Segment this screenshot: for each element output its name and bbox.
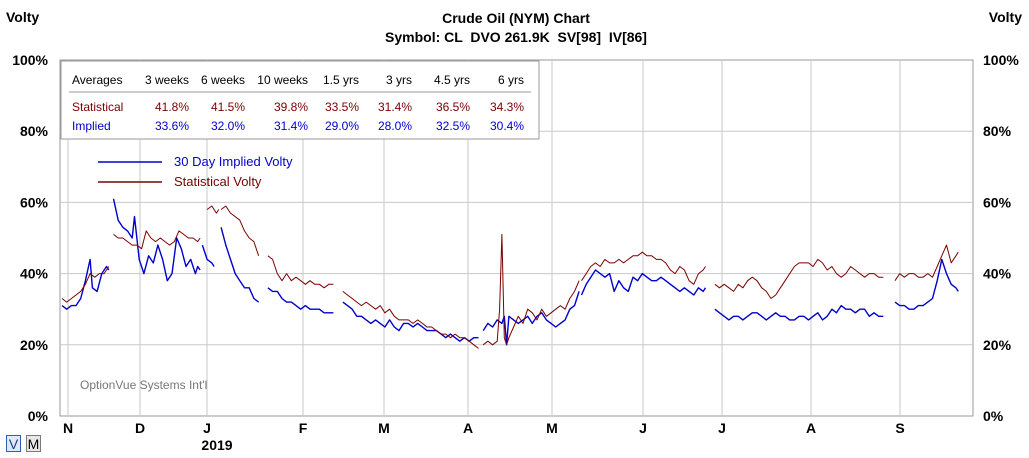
table-value-cell: 34.3% [490,100,524,114]
averages-table-box [60,60,540,140]
series-line-segment [112,198,201,282]
series-statistical-volty [61,205,959,349]
series-implied-volty [61,198,959,346]
series-line-segment [61,258,110,310]
table-value-cell: 36.5% [436,100,470,114]
y-tick-label-left: 40% [20,266,49,282]
x-tick-label: N [63,420,73,436]
table-row-label: Implied [72,119,111,133]
y-tick-label-left: 0% [28,408,49,424]
left-axis-label: Volty [6,9,39,25]
x-tick-label: J [639,420,647,436]
table-value-cell: 33.5% [325,100,359,114]
table-row-label: Statistical [72,100,123,114]
averages-table-cells: Averages 3 weeks 6 weeks 10 weeks 1.5 yrs 3 y… [72,73,524,133]
volatility-view-button[interactable]: V [6,435,21,452]
x-tick-label: J [203,420,211,436]
table-value-cell: 33.6% [155,119,189,133]
y-tick-label-right: 60% [983,194,1012,210]
table-header-cell: 6 weeks [201,73,245,87]
series-line-segment [220,227,260,303]
chart-subtitle: Symbol: CL DVO 261.9K SV[98] IV[86] [385,29,647,45]
x-tick-label: J [718,420,726,436]
series-line-segment [113,230,201,250]
x-tick-label: M [546,420,558,436]
y-tick-label-right: 100% [983,52,1019,68]
table-header-cell: Averages [72,73,122,87]
y-tick-label-left: 80% [20,123,49,139]
x-tick-label: F [299,420,308,436]
table-value-cell: 32.5% [436,119,470,133]
table-value-cell: 29.0% [325,119,359,133]
series-line-segment [714,304,884,321]
table-value-cell: 41.8% [155,100,189,114]
right-axis-label: Volty [989,9,1022,25]
legend-label-statistical: Statistical Volty [174,174,262,189]
table-header-cell: 6 yrs [498,73,524,87]
series-line-segment [61,266,110,303]
table-header-cell: 3 weeks [145,73,189,87]
series-line-segment [342,291,479,349]
table-value-cell: 41.5% [211,100,245,114]
table-value-cell: 31.4% [378,100,412,114]
legend: 30 Day Implied Volty Statistical Volty [98,154,293,189]
x-tick-label: A [806,420,816,436]
y-tick-label-left: 60% [20,194,49,210]
y-axis-left: 0% 20% 40% 60% 80% 100% [12,52,48,424]
chart-title: Crude Oil (NYM) Chart [442,10,590,26]
x-axis: N D J F M A M J J A S 2019 [63,420,905,453]
table-value-cell: 32.0% [211,119,245,133]
series-line-segment [580,269,707,296]
legend-label-implied: 30 Day Implied Volty [174,154,293,169]
x-year-label: 2019 [201,437,232,453]
x-tick-label: S [895,420,904,436]
watermark: OptionVue Systems Int'l [80,378,207,392]
series-line-segment [220,205,260,256]
series-line-segment [267,255,334,289]
y-tick-label-left: 20% [20,337,49,353]
table-header-cell: 10 weeks [257,73,308,87]
series-line-segment [894,244,959,281]
table-value-cell: 28.0% [378,119,412,133]
x-tick-label: M [378,420,390,436]
y-tick-label-right: 0% [983,408,1004,424]
series-line-segment [581,251,706,285]
series-line-segment [714,258,884,299]
table-header-cell: 3 yrs [386,73,412,87]
series-line-segment [482,291,580,346]
y-tick-label-right: 20% [983,337,1012,353]
y-tick-label-right: 80% [983,123,1012,139]
series-line-segment [482,233,580,346]
table-header-cell: 1.5 yrs [323,73,359,87]
y-tick-label-right: 40% [983,266,1012,282]
table-header-cell: 4.5 yrs [434,73,470,87]
x-tick-label: D [135,420,145,436]
series-line-segment [342,301,479,342]
table-value-cell: 39.8% [274,100,308,114]
m-view-button[interactable]: M [26,435,41,452]
table-value-cell: 31.4% [274,119,308,133]
y-tick-label-left: 100% [12,52,48,68]
series-line-segment [267,287,334,314]
series-line-segment [894,258,959,310]
averages-table: Averages 3 weeks 6 weeks 10 weeks 1.5 yrs 3 y… [60,60,540,140]
x-tick-label: A [463,420,473,436]
table-value-cell: 30.4% [490,119,524,133]
series-line-segment [206,205,220,214]
series-line-segment [201,244,215,267]
y-axis-right: 0% 20% 40% 60% 80% 100% [983,52,1019,424]
series-layer [61,198,959,349]
